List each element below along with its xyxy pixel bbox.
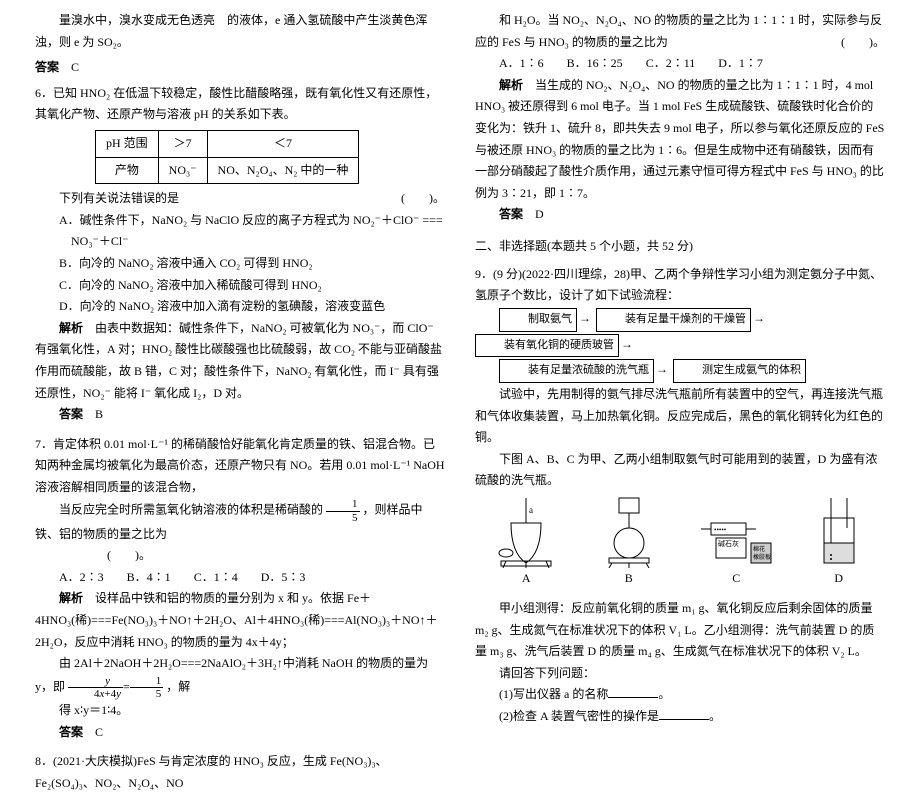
q8-optB: B．16∶25	[567, 56, 623, 70]
q8-exp: 当生成的 NO₂、N₂O₄、NO 的物质的量之比为 1∶1∶1 时，4 mol …	[475, 78, 884, 200]
flow3: 装有氧化铜的硬质玻管	[475, 334, 619, 358]
q6-optA2: NO₃⁻＋Cl⁻	[71, 231, 445, 253]
q5-continue: 量溴水中，溴水变成无色透亮 的液体，e 通入氢硫酸中产生淡黄色浑浊，则 e 为 …	[35, 10, 445, 53]
blank1	[608, 697, 658, 698]
arrow-icon: →	[656, 362, 668, 376]
ans8: D	[535, 207, 544, 221]
q6-optB: B．向冷的 NaNO₂ 溶液中通入 CO₂ 可得到 HNO₂	[35, 253, 445, 275]
lab-c: C	[732, 568, 740, 590]
apparatus-a-icon: a	[491, 493, 561, 568]
lab-b: B	[625, 568, 633, 590]
q7-stem2a: 当反应完全时所需氢氧化钠溶液的体积是稀硝酸的	[59, 503, 323, 517]
arrow-icon: →	[621, 337, 633, 351]
ans8-label: 答案	[499, 207, 523, 221]
q7-optD: D．5∶3	[261, 570, 306, 584]
ans6-label: 答案	[59, 407, 83, 421]
q7-exp-label: 解析	[59, 591, 83, 605]
t-r1c1: pH 范围	[96, 130, 159, 157]
flow1: 制取氨气	[499, 308, 577, 332]
q9-sub1: (1)写出仪器 a 的名称	[499, 687, 608, 701]
q6-num: 6．	[35, 86, 53, 100]
q9-stem: (9 分)(2022·四川理综，28)甲、乙两个争辩性学习小组为测定氨分子中氮、…	[475, 267, 882, 303]
t-r1c2: ＞7	[158, 130, 207, 157]
svg-text:棉花: 棉花	[753, 545, 765, 553]
q9-sub2: (2)检查 A 装置气密性的操作是	[499, 709, 659, 723]
svg-text:橡胶板: 橡胶板	[753, 553, 771, 561]
q9-num: 9．	[475, 267, 493, 281]
section2-title: 二、非选择题(本题共 5 个小题，共 52 分)	[475, 236, 885, 258]
svg-text:•••••: •••••	[714, 526, 727, 534]
t-r2c2: NO₃⁻	[158, 157, 207, 184]
q8-optA: A．1∶6	[499, 56, 544, 70]
ans5-label: 答案	[35, 60, 59, 74]
q9-fig: 下图 A、B、C 为甲、乙两小组制取氨气时可能用到的装置，D 为盛有浓硫酸的洗气…	[475, 449, 885, 492]
t-r1c3: ＜7	[207, 130, 359, 157]
q7-exp2b: ，解	[166, 679, 190, 693]
arrow-icon: →	[753, 311, 765, 325]
q9-p2: 请回答下列问题：	[475, 663, 885, 685]
q7-num: 7．	[35, 437, 53, 451]
q6-stem: 已知 HNO₂ 在低温下较稳定，酸性比醋酸略强，既有氧化性又有还原性，其氧化产物…	[35, 86, 437, 122]
t-r2c1: 产物	[96, 157, 159, 184]
flow4: 装有足量浓硫酸的洗气瓶	[499, 359, 654, 383]
t-r2c3: NO、N₂O₄、N₂ 中的一种	[207, 157, 359, 184]
period2: 。	[709, 709, 721, 723]
apparatus-b-icon	[594, 493, 664, 568]
apparatus-d-icon	[809, 493, 869, 568]
frac-1-5b: 15	[130, 675, 164, 700]
q8-exp-label: 解析	[499, 78, 523, 92]
frac-1-5: 15	[326, 498, 360, 523]
q7-paren: ( )。	[107, 548, 151, 562]
svg-text:碱石灰: 碱石灰	[718, 539, 739, 548]
blank2	[659, 719, 709, 720]
q8-optD: D．1∶7	[718, 56, 763, 70]
q6-paren: ( )。	[377, 188, 445, 210]
q7-optB: B．4∶1	[127, 570, 171, 584]
ans5: C	[71, 60, 79, 74]
q6-after: 下列有关说法错误的是	[59, 191, 179, 205]
q8-optC: C．2∶11	[646, 56, 696, 70]
q7-stem1: 肯定体积 0.01 mol·L⁻¹ 的稀硝酸恰好能氧化肯定质量的铁、铝混合物。已…	[35, 437, 445, 494]
period1: 。	[658, 687, 670, 701]
q9-desc: 试验中，先用制得的氨气排尽洗气瓶前所有装置中的空气，再连接洗气瓶和气体收集装置，…	[475, 384, 885, 449]
q8-stem: (2021·大庆模拟)FeS 与肯定浓度的 HNO₃ 反应，生成 Fe(NO₃)…	[35, 754, 388, 790]
q6-optC: C．向冷的 NaNO₂ 溶液中加入稀硫酸可得到 HNO₂	[35, 275, 445, 297]
ans7: C	[95, 725, 103, 739]
q9-p1: 甲小组测得：反应前氧化铜的质量 m₁ g、氧化铜反应后剩余固体的质量 m₂ g、…	[475, 598, 885, 663]
q6-table: pH 范围 ＞7 ＜7 产物 NO₃⁻ NO、N₂O₄、N₂ 中的一种	[95, 130, 359, 184]
q7-optA: A．2∶3	[59, 570, 104, 584]
flow2: 装有足量干燥剂的干燥管	[596, 308, 751, 332]
ans6: B	[95, 407, 103, 421]
q6-optA: A．碱性条件下，NaNO₂ 与 NaClO 反应的离子方程式为 NO₂⁻＋ClO…	[35, 210, 445, 232]
q7-exp1: 设样品中铁和铝的物质的量分别为 x 和 y。依据 Fe＋4HNO₃(稀)===F…	[35, 591, 438, 648]
q6-optD: D．向冷的 NaNO₂ 溶液中加入滴有淀粉的氢碘酸，溶液变蓝色	[35, 296, 445, 318]
q8-paren: ( )。	[817, 32, 885, 54]
svg-text:a: a	[529, 505, 533, 515]
q6-exp: 由表中数据知：碱性条件下，NaNO₂ 可被氧化为 NO₃⁻，而 ClO⁻ 有强氧…	[35, 321, 442, 400]
q7-optC: C．1∶4	[194, 570, 238, 584]
frac-y-4x4y: y4x+4y	[68, 675, 123, 700]
q8-num: 8．	[35, 754, 53, 768]
apparatus-diagram: a A B ••••• 碱石灰 棉花	[475, 500, 885, 590]
flow5: 测定生成氨气的体积	[673, 359, 806, 383]
lab-d: D	[834, 568, 843, 590]
lab-a: A	[522, 568, 531, 590]
apparatus-c-icon: ••••• 碱石灰 棉花 橡胶板	[696, 493, 776, 568]
ans7-label: 答案	[59, 725, 83, 739]
q6-exp-label: 解析	[59, 321, 83, 335]
arrow-icon: →	[579, 311, 591, 325]
q7-exp3: 得 x∶y＝1∶4。	[35, 700, 445, 722]
